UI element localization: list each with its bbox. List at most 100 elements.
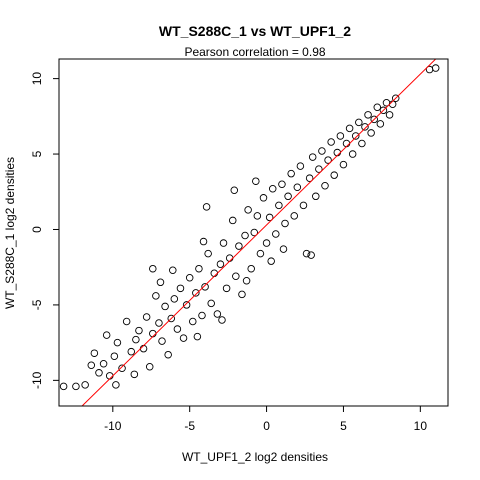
y-tick-label: -10 — [30, 371, 44, 389]
x-tick-label: 5 — [340, 419, 347, 433]
data-point — [364, 111, 372, 119]
data-point — [142, 313, 151, 321]
data-point — [388, 100, 397, 109]
data-point — [252, 177, 260, 185]
data-point — [173, 325, 182, 333]
data-point — [268, 184, 277, 193]
data-point — [228, 216, 237, 225]
data-point — [169, 266, 177, 274]
data-point — [336, 132, 345, 140]
data-point — [210, 269, 219, 277]
x-tick-label: -10 — [104, 419, 122, 433]
data-point — [192, 289, 200, 297]
data-point — [244, 206, 252, 214]
plot-frame — [58, 58, 449, 407]
data-point — [262, 239, 271, 247]
y-tick-label: 10 — [30, 72, 44, 86]
data-point — [315, 165, 323, 173]
data-point — [250, 228, 259, 237]
data-point — [81, 381, 89, 389]
data-point — [348, 150, 357, 158]
data-point — [122, 317, 131, 326]
data-point — [87, 361, 96, 370]
data-point — [207, 299, 215, 308]
data-point — [102, 331, 111, 339]
data-point — [345, 124, 354, 133]
data-point — [113, 338, 122, 347]
plot-area — [59, 59, 440, 406]
y-tick-label: -5 — [30, 299, 44, 310]
data-point — [204, 249, 212, 258]
chart-subtitle: Pearson correlation = 0.98 — [184, 45, 325, 59]
data-point — [253, 212, 262, 220]
data-point — [342, 139, 351, 148]
data-point — [199, 237, 208, 246]
data-point — [256, 249, 265, 258]
data-point — [222, 284, 231, 293]
data-point — [110, 352, 119, 360]
x-tick-label: 10 — [414, 419, 428, 433]
data-point — [330, 171, 338, 179]
data-point — [278, 180, 286, 188]
data-point — [155, 319, 163, 327]
data-point — [275, 201, 283, 210]
data-point — [247, 264, 255, 273]
data-point — [351, 132, 360, 140]
data-point — [339, 160, 348, 169]
chart-title: WT_S288C_1 vs WT_UPF1_2 — [159, 23, 351, 39]
data-point — [308, 153, 317, 161]
data-point — [265, 213, 274, 222]
data-point — [376, 120, 385, 128]
x-tick-label: 0 — [263, 419, 270, 433]
data-point — [299, 201, 308, 210]
data-point — [118, 364, 126, 373]
data-point — [193, 332, 202, 341]
data-point — [149, 329, 157, 338]
data-point — [95, 369, 103, 377]
data-point — [158, 337, 166, 345]
data-point — [293, 183, 302, 191]
data-point — [242, 277, 251, 285]
data-point — [161, 302, 169, 311]
data-point — [185, 274, 194, 282]
data-point — [112, 381, 120, 389]
data-point — [391, 94, 400, 102]
data-point — [281, 219, 289, 228]
data-point — [219, 239, 228, 247]
y-axis: -10 -5 0 5 10 — [30, 72, 59, 389]
data-point — [99, 360, 108, 368]
data-point — [201, 283, 209, 291]
data-point — [431, 64, 440, 72]
data-point — [259, 194, 268, 202]
data-point — [139, 344, 148, 353]
data-point — [324, 156, 332, 164]
data-point — [127, 347, 136, 356]
data-point — [179, 334, 188, 342]
data-point — [195, 264, 203, 273]
data-point — [216, 260, 225, 268]
data-point — [296, 162, 305, 170]
data-point — [385, 111, 394, 119]
data-point — [287, 169, 295, 178]
data-point — [235, 242, 243, 250]
data-point — [279, 245, 288, 253]
data-point — [218, 316, 226, 324]
data-point — [149, 264, 157, 273]
fit-line — [81, 59, 437, 406]
x-axis: -10 -5 0 5 10 — [104, 406, 427, 433]
data-point — [135, 326, 143, 335]
data-point — [241, 231, 249, 240]
y-tick-label: 0 — [30, 226, 44, 233]
data-point — [130, 370, 139, 379]
data-point — [305, 174, 314, 182]
data-point — [333, 148, 342, 157]
data-point — [238, 290, 246, 299]
data-point — [230, 186, 239, 195]
data-point — [156, 278, 165, 287]
data-point — [312, 192, 320, 201]
data-point — [373, 103, 382, 112]
data-point — [72, 382, 80, 391]
data-point — [202, 203, 211, 211]
data-point — [176, 284, 185, 293]
data-point — [379, 106, 388, 115]
